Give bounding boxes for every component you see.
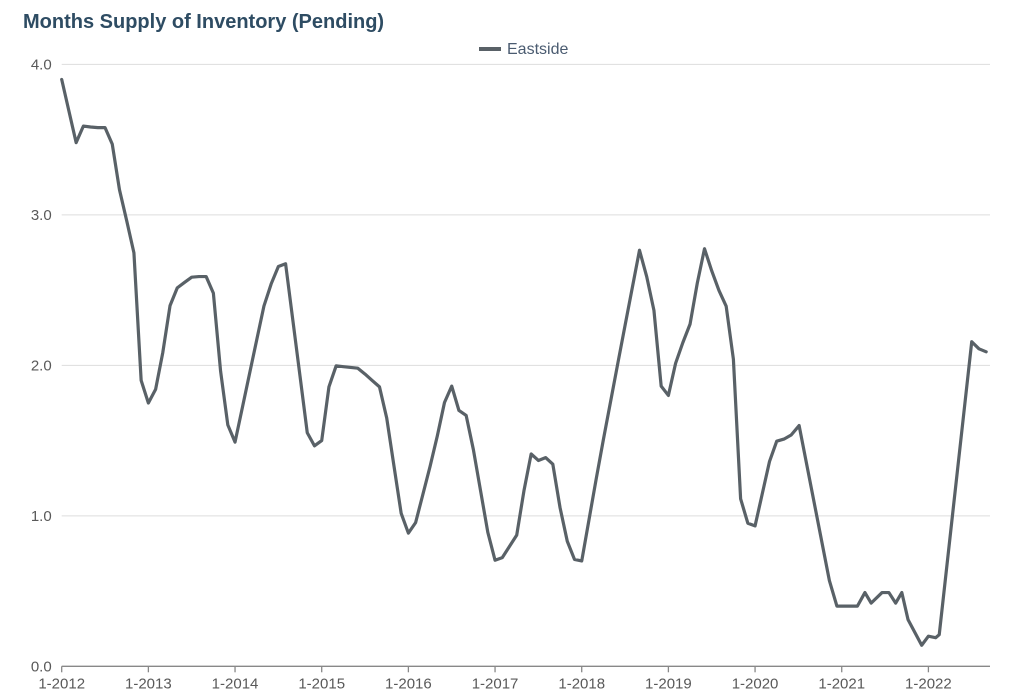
svg-text:1-2012: 1-2012 (38, 675, 85, 692)
svg-text:1-2017: 1-2017 (472, 675, 519, 692)
svg-text:0.0: 0.0 (31, 658, 52, 675)
svg-text:1-2013: 1-2013 (125, 675, 172, 692)
svg-text:1-2021: 1-2021 (818, 675, 865, 692)
svg-text:1-2018: 1-2018 (558, 675, 605, 692)
svg-text:1-2019: 1-2019 (645, 675, 692, 692)
svg-text:1-2014: 1-2014 (212, 675, 259, 692)
svg-text:1-2022: 1-2022 (905, 675, 952, 692)
svg-text:2.0: 2.0 (31, 357, 52, 374)
svg-text:1-2015: 1-2015 (298, 675, 345, 692)
svg-text:1-2020: 1-2020 (732, 675, 779, 692)
svg-text:3.0: 3.0 (31, 207, 52, 224)
svg-text:1-2016: 1-2016 (385, 675, 432, 692)
svg-text:4.0: 4.0 (31, 56, 52, 73)
svg-text:1.0: 1.0 (31, 508, 52, 525)
